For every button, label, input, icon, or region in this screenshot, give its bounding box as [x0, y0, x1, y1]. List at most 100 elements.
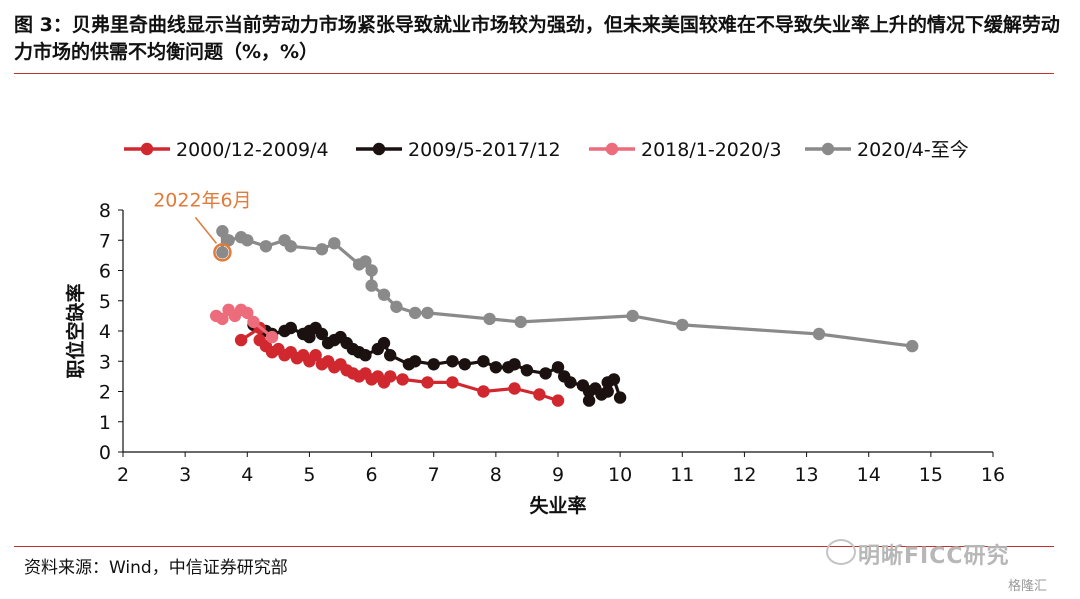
series-2	[210, 303, 279, 344]
data-point	[284, 321, 297, 335]
data-point	[458, 358, 471, 371]
data-point	[315, 327, 329, 341]
x-tick-label: 8	[490, 464, 502, 486]
x-tick-label: 4	[241, 464, 253, 486]
data-point	[365, 279, 378, 292]
data-point	[551, 394, 565, 407]
data-point	[284, 240, 297, 253]
data-point	[489, 361, 503, 374]
y-tick-label: 1	[99, 412, 111, 434]
data-point	[533, 388, 546, 401]
data-point	[377, 288, 391, 301]
data-point	[216, 312, 229, 326]
y-axis-label: 职位空缺率	[64, 283, 87, 378]
annotation-leader	[194, 216, 218, 244]
y-tick-label: 4	[99, 321, 111, 343]
data-point	[906, 339, 919, 353]
data-point	[421, 376, 434, 389]
data-point	[477, 385, 490, 398]
data-point	[446, 376, 459, 389]
data-point	[384, 370, 397, 383]
data-point	[265, 330, 279, 344]
x-tick-label: 3	[179, 464, 191, 486]
y-tick-label: 0	[99, 442, 111, 464]
data-point	[259, 240, 273, 253]
data-point	[514, 315, 527, 329]
watermark: 明晰FICC研究	[858, 544, 1010, 569]
annotation: 2022年6月	[153, 189, 252, 262]
x-tick-label: 16	[981, 464, 1005, 486]
data-point	[384, 349, 397, 362]
series-3	[216, 225, 919, 353]
data-point	[601, 385, 614, 398]
legend: 2000/12-2009/4 2009/5-2017/12 2018/1-2020/…	[124, 139, 969, 161]
data-point	[241, 234, 254, 247]
legend-swatch-marker	[821, 142, 835, 156]
series-1	[247, 318, 627, 407]
data-point	[613, 391, 627, 404]
data-point	[551, 361, 565, 374]
x-tick-label: 7	[428, 464, 440, 486]
x-tick-label: 12	[732, 464, 756, 486]
source-note: 资料来源：Wind，中信证券研究部	[24, 558, 288, 578]
y-tick-label: 2	[99, 382, 111, 404]
data-point	[309, 349, 322, 362]
x-tick-label: 15	[919, 464, 943, 486]
legend-item: 2000/12-2009/4	[124, 139, 329, 161]
x-tick-label: 10	[608, 464, 632, 486]
legend-item: 2018/1-2020/3	[589, 139, 782, 161]
x-axis-label: 失业率	[529, 494, 586, 517]
legend-swatch-marker	[372, 142, 386, 156]
data-point	[508, 358, 521, 371]
series-0	[234, 321, 565, 407]
data-point	[446, 355, 459, 368]
legend-item: 2020/4-至今	[805, 139, 969, 161]
data-point	[396, 373, 409, 386]
annotation-label: 2022年6月	[153, 189, 251, 211]
data-point	[564, 376, 577, 389]
source-rule	[14, 546, 1054, 547]
data-point	[359, 349, 372, 362]
y-tick-label: 3	[99, 351, 111, 373]
y-tick-label: 7	[99, 230, 111, 252]
legend-label: 2000/12-2009/4	[176, 139, 329, 161]
data-point	[359, 255, 372, 268]
data-point	[241, 306, 254, 320]
watermark-secondary: 格隆汇	[1008, 579, 1048, 594]
data-point	[508, 382, 521, 395]
data-point	[421, 306, 434, 320]
data-point	[477, 355, 490, 368]
data-point	[390, 300, 403, 313]
x-tick-label: 5	[303, 464, 315, 486]
y-tick-label: 8	[99, 200, 111, 222]
data-point	[539, 367, 552, 380]
legend-label: 2020/4-至今	[857, 139, 969, 161]
legend-label: 2009/5-2017/12	[408, 139, 561, 161]
legend-item: 2009/5-2017/12	[356, 139, 561, 161]
data-point	[812, 327, 826, 341]
wechat-icon	[826, 539, 856, 565]
data-point	[582, 394, 596, 407]
data-point	[328, 237, 341, 250]
data-point	[408, 306, 422, 320]
data-point	[377, 336, 391, 350]
data-point	[607, 373, 621, 386]
data-point	[234, 333, 248, 347]
data-point	[626, 309, 639, 323]
y-tick-label: 5	[99, 291, 111, 313]
data-point	[365, 264, 378, 277]
legend-swatch-marker	[140, 142, 154, 156]
x-tick-label: 13	[794, 464, 818, 486]
x-tick-label: 14	[857, 464, 881, 486]
x-tick-label: 9	[552, 464, 564, 486]
data-point	[427, 358, 440, 371]
x-tick-label: 11	[670, 464, 694, 486]
data-point	[676, 318, 689, 332]
data-point	[315, 243, 329, 256]
series-layer	[210, 225, 919, 407]
data-point	[303, 330, 316, 344]
legend-label: 2018/1-2020/3	[641, 139, 782, 161]
y-tick-label: 6	[99, 261, 111, 283]
annotation-ring	[213, 243, 232, 262]
